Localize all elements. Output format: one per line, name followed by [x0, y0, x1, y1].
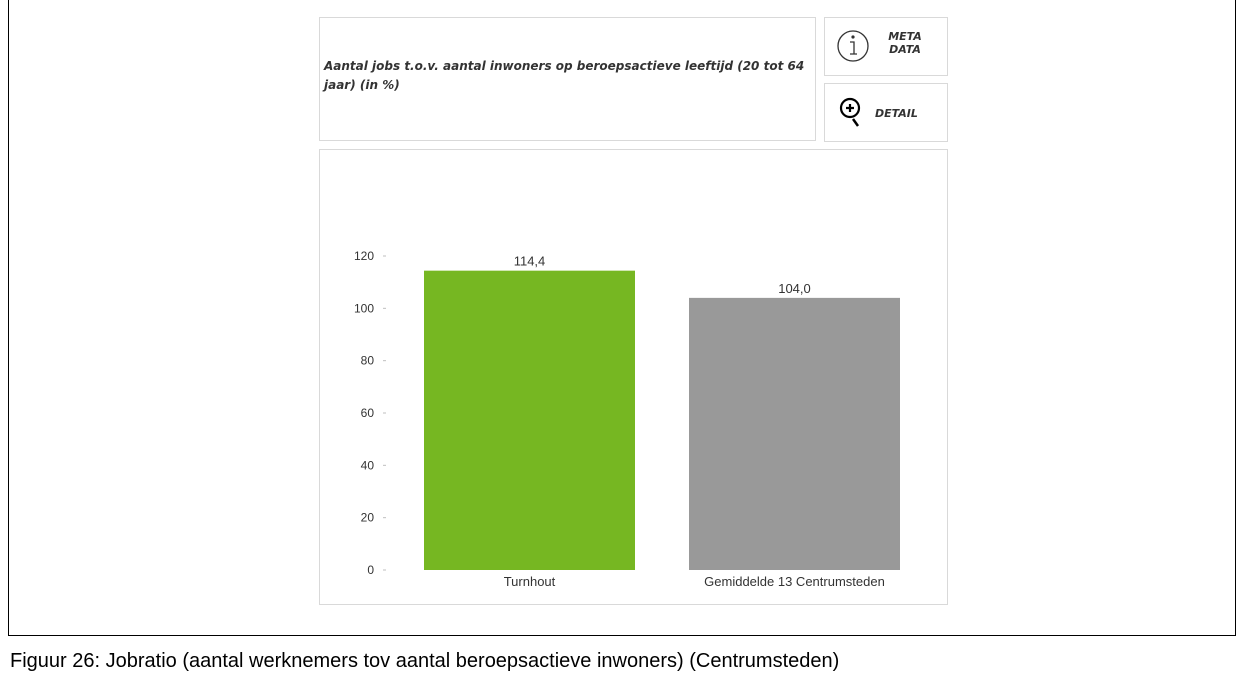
y-tick-label: 100 — [354, 301, 374, 315]
bar — [689, 297, 900, 570]
x-category-label: Gemiddelde 13 Centrumsteden — [704, 574, 885, 589]
zoom-in-icon — [839, 97, 861, 127]
detail-button-label: DETAIL — [875, 107, 918, 120]
figure-frame — [8, 0, 1236, 636]
figure-caption: Figuur 26: Jobratio (aantal werknemers t… — [10, 650, 840, 672]
bar-chart: 0 20 40 60 80 100 120 114,4 Turnhout 104,0 Gemidde… — [319, 149, 948, 605]
y-tick-label: 20 — [361, 511, 375, 525]
y-tick-label: 60 — [361, 406, 375, 420]
bar-value-label: 114,4 — [514, 254, 546, 269]
info-icon — [837, 30, 869, 62]
metadata-button[interactable]: META DATA — [824, 17, 948, 76]
detail-button[interactable]: DETAIL — [824, 83, 948, 142]
y-tick-label: 120 — [354, 249, 374, 263]
chart-title: Aantal jobs t.o.v. aantal inwoners op be… — [324, 59, 805, 92]
y-tick-label: 80 — [361, 354, 375, 368]
bar-chart-svg: 0 20 40 60 80 100 120 114,4 Turnhout 104,0 Gemidde… — [354, 249, 900, 589]
chart-title-panel: Aantal jobs t.o.v. aantal inwoners op be… — [319, 17, 816, 141]
x-category-label: Turnhout — [504, 574, 556, 589]
bar-value-label: 104,0 — [778, 281, 811, 296]
bar — [424, 270, 635, 570]
metadata-button-label: META DATA — [888, 30, 922, 56]
y-tick-label: 0 — [367, 563, 374, 577]
y-tick-label: 40 — [361, 458, 375, 472]
